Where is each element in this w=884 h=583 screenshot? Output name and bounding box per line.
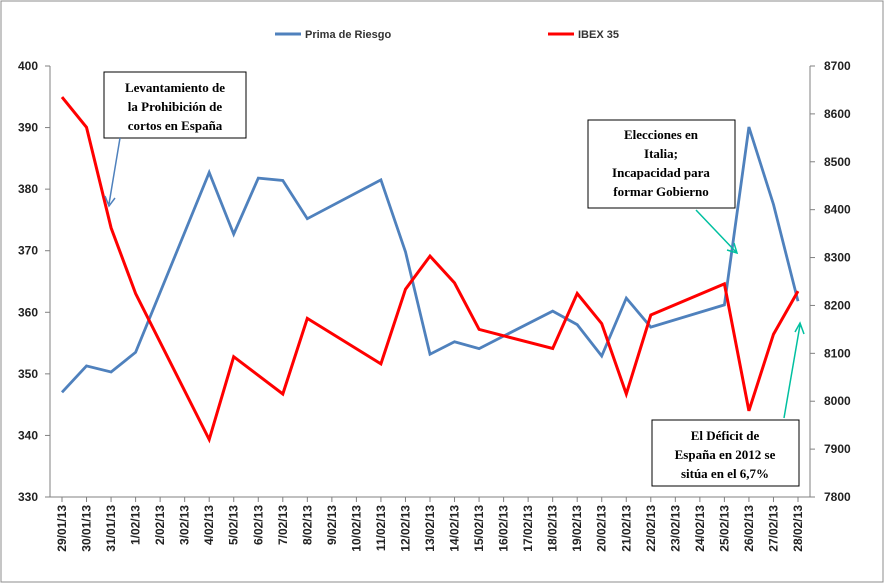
series	[60, 96, 800, 444]
annotation-deficit-line3: sitúa en el 6,7%	[681, 466, 769, 481]
x-tick-label: 14/02/13	[448, 505, 462, 552]
annotation-prohibicion-line2: la Prohibición de	[128, 99, 223, 114]
annotation-elecciones-arrow	[695, 209, 737, 253]
y-left-tick-label: 370	[18, 244, 38, 258]
legend: Prima de Riesgo IBEX 35	[275, 29, 619, 41]
annotation-deficit-arrowhead	[794, 321, 805, 335]
x-tick-label: 18/02/13	[546, 505, 560, 552]
annotation-elecciones-arrowhead	[726, 242, 739, 255]
x-tick-label: 8/02/13	[300, 505, 314, 545]
y-right-tick-label: 8400	[824, 203, 851, 217]
axes: 330 340 350 360 370 380 390 400 7800 7900 8000 8100…	[18, 59, 851, 552]
annotation-deficit-line1: El Déficit de	[691, 428, 760, 443]
y-right-tick-label: 8200	[824, 298, 851, 312]
x-tick-label: 19/02/13	[570, 505, 584, 552]
annotation-prohibicion-line1: Levantamiento de	[125, 80, 225, 95]
legend-label-prima: Prima de Riesgo	[305, 29, 391, 41]
annotation-deficit: El Déficit de España en 2012 se sitúa en…	[651, 321, 805, 487]
y-right-tick-label: 8000	[824, 394, 851, 408]
y-left-tick-label: 340	[18, 428, 38, 442]
x-tick-label: 2/02/13	[153, 505, 167, 545]
x-tick-label: 28/02/13	[791, 505, 805, 552]
annotation-elecciones-line3: Incapacidad para	[612, 165, 710, 180]
annotation-elecciones-line2: Italia;	[644, 146, 678, 161]
x-tick-label: 11/02/13	[374, 505, 388, 551]
annotation-deficit-arrow	[783, 324, 801, 419]
x-tick-label: 22/02/13	[644, 505, 658, 552]
annotation-elecciones: Elecciones en Italia; Incapacidad para f…	[587, 119, 739, 255]
y-right-tick-label: 8500	[824, 155, 851, 169]
annotation-elecciones-box	[587, 119, 736, 209]
series-line-ibex-35	[60, 96, 800, 444]
y-left-tick-label: 350	[18, 367, 38, 381]
y-left-tick-label: 360	[18, 305, 38, 319]
x-tick-label: 10/02/13	[349, 505, 363, 552]
annotation-prohibicion-line3: cortos en España	[128, 118, 223, 133]
y-left-tick-label: 380	[18, 182, 38, 196]
y-left-tick-label: 400	[18, 59, 38, 73]
x-tick-label: 30/01/13	[80, 505, 94, 552]
y-left-tick-label: 330	[18, 490, 38, 504]
annotation-elecciones-line1: Elecciones en	[624, 127, 699, 142]
x-tick-label: 23/02/13	[668, 505, 682, 552]
annotation-elecciones-line4: formar Gobierno	[613, 184, 708, 199]
annotation-prohibicion-box	[103, 71, 247, 139]
annotation-deficit-box	[651, 419, 800, 487]
x-tick-label: 15/02/13	[472, 505, 486, 552]
x-tick-label: 4/02/13	[202, 505, 216, 545]
x-tick-label: 17/02/13	[521, 505, 535, 552]
x-tick-label: 5/02/13	[227, 505, 241, 545]
y-right-tick-label: 8100	[824, 346, 851, 360]
x-tick-label: 29/01/13	[55, 505, 69, 552]
x-tick-label: 3/02/13	[178, 505, 192, 545]
x-tick-label: 6/02/13	[251, 505, 265, 545]
x-tick-label: 7/02/13	[276, 505, 290, 545]
x-tick-label: 27/02/13	[766, 505, 780, 552]
annotation-prohibicion-arrow	[108, 137, 121, 205]
y-right-tick-label: 8700	[824, 59, 851, 73]
x-tick-label: 9/02/13	[325, 505, 339, 545]
x-tick-label: 16/02/13	[497, 505, 511, 552]
x-tick-label: 31/01/13	[104, 505, 118, 552]
annotation-prohibicion: Levantamiento de la Prohibición de corto…	[103, 71, 247, 208]
y-right-tick-label: 8600	[824, 107, 851, 121]
x-tick-label: 21/02/13	[619, 505, 633, 552]
y-left-tick-label: 390	[18, 121, 38, 135]
annotation-deficit-line2: España en 2012 se	[675, 447, 776, 462]
x-tick-label: 25/02/13	[717, 505, 731, 552]
x-tick-label: 12/02/13	[398, 505, 412, 552]
x-tick-label: 24/02/13	[693, 505, 707, 552]
y-right-tick-label: 7800	[824, 490, 851, 504]
legend-label-ibex: IBEX 35	[578, 29, 619, 41]
y-right-tick-label: 8300	[824, 251, 851, 265]
x-tick-label: 1/02/13	[129, 505, 143, 545]
y-right-tick-label: 7900	[824, 442, 851, 456]
x-tick-label: 26/02/13	[742, 505, 756, 552]
x-tick-label: 13/02/13	[423, 505, 437, 552]
annotation-prohibicion-arrowhead	[104, 195, 116, 208]
x-tick-label: 20/02/13	[595, 505, 609, 552]
